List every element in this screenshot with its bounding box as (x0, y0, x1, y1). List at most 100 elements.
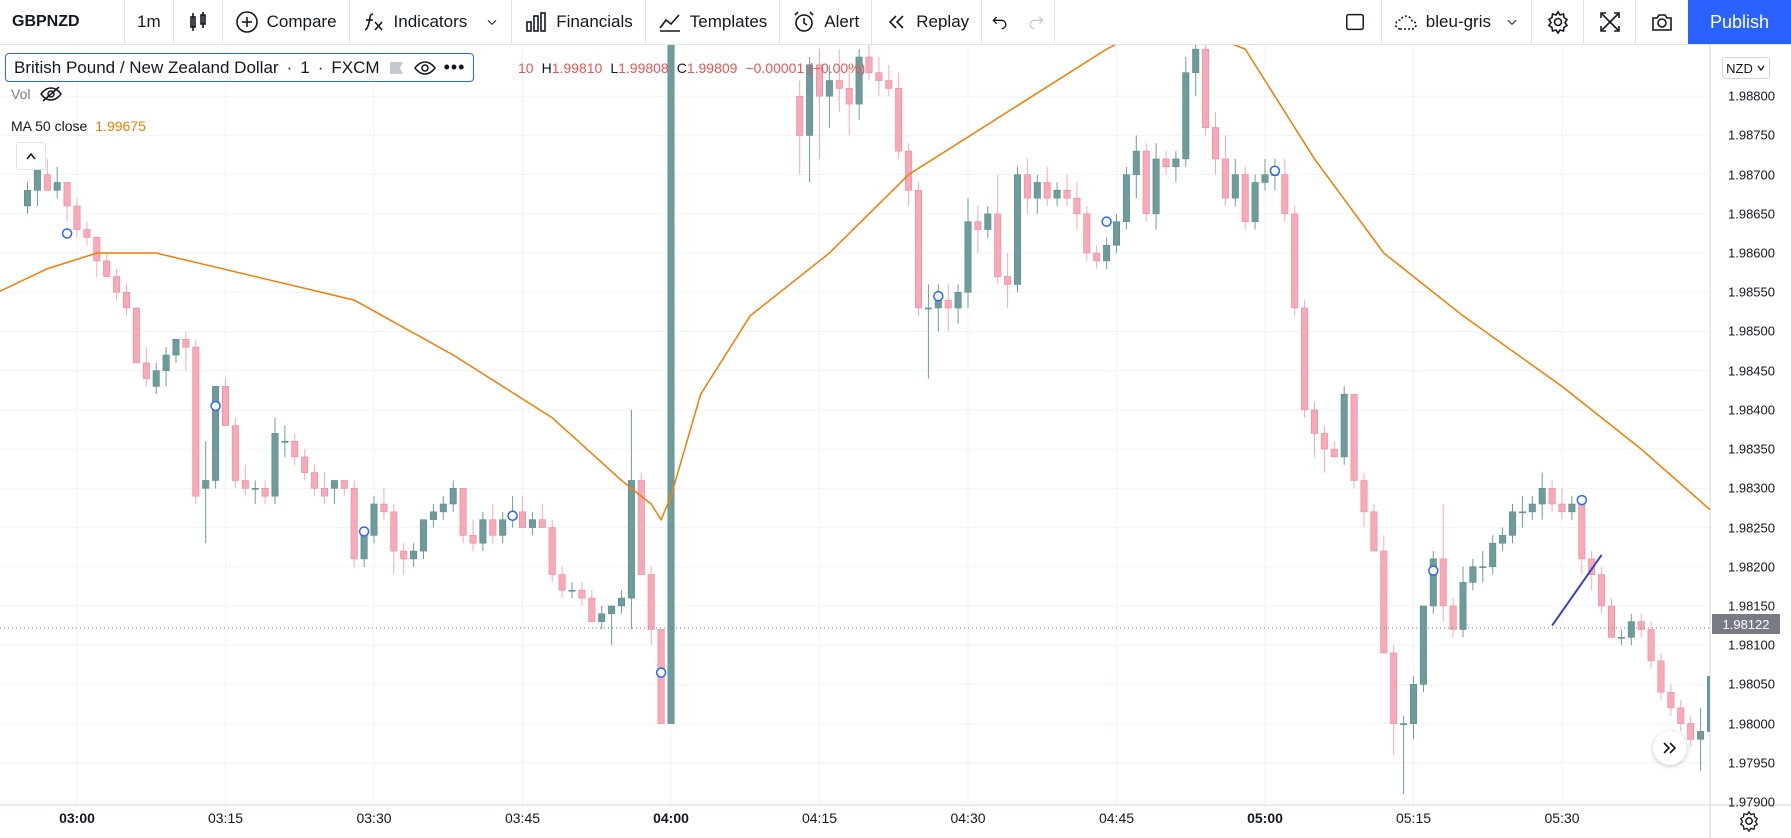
candle-body (1340, 393, 1348, 458)
more-icon[interactable]: ••• (443, 57, 466, 77)
compare-button[interactable]: Compare (223, 0, 350, 44)
candle-body (617, 597, 625, 607)
candle-body (518, 511, 526, 528)
price-tick-label: 1.98600 (1728, 245, 1775, 261)
event-marker[interactable] (1269, 165, 1281, 176)
candle-body (152, 370, 160, 387)
settings-button[interactable] (1532, 0, 1584, 44)
event-marker[interactable] (1101, 216, 1112, 227)
event-marker[interactable] (1716, 649, 1725, 658)
layout-select-button[interactable] (1330, 0, 1382, 44)
candle-body (885, 80, 893, 89)
event-marker[interactable] (655, 667, 667, 678)
top-toolbar: GBPNZD 1m Compare Indicators Financials … (0, 0, 1791, 45)
gear-icon[interactable] (1738, 810, 1760, 832)
fullscreen-button[interactable] (1584, 0, 1636, 44)
toolbar-spacer (1055, 0, 1330, 44)
eye-off-icon[interactable] (40, 86, 63, 102)
candle-body (360, 535, 368, 560)
candle-body (1023, 174, 1031, 199)
time-tick-label: 05:30 (1544, 810, 1580, 826)
candle-body (73, 205, 81, 230)
candle-body (855, 56, 863, 105)
layout-name-label: bleu-gris (1425, 12, 1491, 31)
event-marker[interactable] (358, 526, 370, 537)
candle-body (449, 488, 457, 505)
candle-body (1330, 448, 1338, 458)
chart-type-button[interactable] (174, 0, 223, 44)
layout-name-button[interactable]: bleu-gris (1382, 0, 1532, 44)
gear-icon (1547, 10, 1568, 34)
snapshot-button[interactable] (1636, 0, 1688, 44)
collapse-legend-button[interactable] (16, 142, 46, 170)
candle-body (1212, 127, 1220, 160)
candle-body (974, 221, 982, 230)
ma-legend[interactable]: MA 50 close 1.99675 (11, 118, 146, 134)
candle-body (1281, 174, 1289, 215)
event-marker[interactable] (1576, 494, 1588, 506)
replay-button[interactable]: Replay (872, 0, 983, 44)
candle-body (1717, 629, 1723, 676)
candle-body (1390, 652, 1398, 724)
candle-body (43, 174, 51, 191)
symbol-title: British Pound / New Zealand Dollar (14, 57, 279, 77)
fullscreen-icon (1599, 12, 1620, 32)
price-chart-canvas[interactable] (0, 45, 1791, 838)
templates-button[interactable]: Templates (646, 0, 781, 44)
candle-body (281, 440, 289, 443)
candle-body (1004, 276, 1012, 285)
chevron-down-icon[interactable] (485, 15, 499, 29)
volume-legend[interactable]: Vol (11, 86, 63, 102)
candle-body (845, 88, 853, 105)
candle-body (410, 550, 418, 560)
candle-body (439, 503, 447, 513)
currency-select[interactable]: NZD (1722, 57, 1770, 79)
symbol-search-button[interactable]: GBPNZD (0, 0, 125, 44)
legend-interval: 1 (300, 57, 310, 77)
candle-body (429, 511, 437, 520)
flag-icon[interactable] (388, 60, 406, 76)
candle-body (172, 339, 180, 356)
candle-body (1172, 158, 1180, 168)
candle-body (1528, 503, 1536, 513)
candle-body (1063, 190, 1071, 199)
eye-icon[interactable] (413, 60, 436, 76)
close-value: 1.99809 (686, 60, 738, 76)
price-tick-label: 1.98450 (1728, 363, 1775, 379)
legend-exchange: FXCM (331, 57, 380, 77)
indicators-button[interactable]: Indicators (350, 0, 513, 44)
candle-body (330, 480, 338, 489)
undo-button[interactable] (982, 0, 1018, 44)
candle-body (1053, 190, 1061, 199)
event-marker[interactable] (1428, 565, 1439, 576)
bar-chart-icon (526, 12, 547, 32)
candle-body (1132, 150, 1140, 175)
publish-button[interactable]: Publish (1688, 0, 1791, 44)
interval-button[interactable]: 1m (125, 0, 174, 44)
event-marker[interactable] (933, 290, 944, 302)
candle-body (825, 80, 833, 97)
event-marker[interactable] (507, 510, 518, 522)
price-tick-label: 1.98300 (1728, 480, 1775, 496)
trend-line-drawing[interactable] (1551, 554, 1603, 627)
alert-button[interactable]: Alert (780, 0, 873, 44)
symbol-legend[interactable]: British Pound / New Zealand Dollar · 1 ·… (5, 53, 475, 82)
current-price-label: 1.98122 (1712, 614, 1780, 634)
price-tick-label: 1.97900 (1728, 794, 1775, 810)
chart-area[interactable] (0, 45, 1791, 838)
scroll-to-realtime-button[interactable] (1653, 731, 1687, 765)
templates-icon (659, 14, 680, 32)
candle-body (311, 472, 319, 489)
candle-body (83, 229, 91, 238)
redo-button[interactable] (1018, 0, 1056, 44)
compare-label: Compare (266, 12, 337, 31)
event-marker[interactable] (61, 228, 73, 239)
candle-body (1400, 723, 1408, 725)
candle-body (598, 613, 606, 622)
candle-body (63, 182, 71, 207)
candle-body (1152, 158, 1160, 215)
financials-button[interactable]: Financials (512, 0, 646, 44)
event-marker[interactable] (210, 400, 221, 412)
candle-body (340, 480, 348, 489)
